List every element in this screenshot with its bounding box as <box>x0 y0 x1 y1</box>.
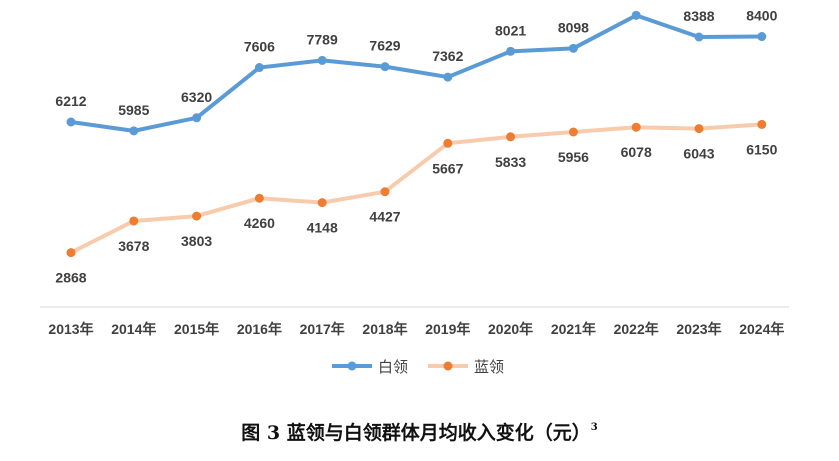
data-point <box>317 198 327 208</box>
data-point <box>506 132 516 142</box>
data-label: 6320 <box>181 89 212 105</box>
data-label: 8098 <box>558 19 589 35</box>
x-tick-label: 2014年 <box>111 321 156 337</box>
data-point <box>317 55 327 65</box>
x-tick-label: 2015年 <box>174 321 219 337</box>
series-line-0 <box>70 13 762 133</box>
x-tick-label: 2023年 <box>676 321 721 337</box>
data-point <box>129 216 139 226</box>
data-label: 7362 <box>432 48 463 64</box>
data-label: 4427 <box>369 209 400 225</box>
data-label: 5985 <box>118 102 149 118</box>
data-label: 5667 <box>432 160 463 176</box>
data-point <box>568 43 578 53</box>
data-point <box>757 32 767 42</box>
data-point <box>254 63 264 73</box>
data-label: 7629 <box>369 38 400 54</box>
data-point <box>506 46 516 56</box>
data-label: 8400 <box>746 8 777 24</box>
legend-swatch-marker <box>443 361 453 371</box>
data-label: 6078 <box>621 144 652 160</box>
data-point <box>631 122 641 132</box>
data-point <box>380 187 390 197</box>
data-point <box>443 138 453 148</box>
x-tick-label: 2017年 <box>300 321 345 337</box>
data-point <box>192 113 202 123</box>
series-line-1 <box>70 122 762 255</box>
data-label: 7606 <box>244 39 275 55</box>
legend-swatch-marker <box>347 361 357 371</box>
data-label: 5956 <box>558 149 589 165</box>
x-tick-label: 2019年 <box>425 321 470 337</box>
data-point <box>380 62 390 72</box>
x-tick-label: 2022年 <box>614 321 659 337</box>
data-label: 7789 <box>307 31 338 47</box>
x-tick-label: 2024年 <box>739 321 784 337</box>
data-label: 6150 <box>746 141 777 157</box>
series-layer <box>66 10 767 258</box>
caption-text: 图 3 蓝领与白领群体月均收入变化（元） <box>241 422 591 444</box>
data-point <box>631 10 641 20</box>
x-tick-label: 2021年 <box>551 321 596 337</box>
data-label: 8942 <box>621 0 652 2</box>
data-point <box>443 72 453 82</box>
data-point <box>129 126 139 136</box>
data-label: 2868 <box>55 270 86 286</box>
data-label: 6212 <box>55 93 86 109</box>
data-point <box>568 127 578 137</box>
x-tick-label: 2018年 <box>362 321 407 337</box>
data-point <box>66 117 76 127</box>
data-label: 3803 <box>181 233 212 249</box>
x-tick-label: 2016年 <box>237 321 282 337</box>
data-point <box>694 124 704 134</box>
caption-footnote-ref: 3 <box>590 421 598 433</box>
data-label: 4148 <box>307 220 338 236</box>
data-point <box>254 193 264 203</box>
data-point <box>192 211 202 221</box>
data-point <box>694 32 704 42</box>
data-label: 6043 <box>683 146 714 162</box>
data-label: 8021 <box>495 22 526 38</box>
line-chart: 6212 5985 6320 7606 7789 7629 7362 8021 8098 8942… <box>40 0 789 376</box>
x-axis-tick-labels: 2013年 2014年 2015年 2016年 2017年 2018年 2019年 2020年… <box>48 321 784 337</box>
legend-label: 蓝领 <box>474 358 504 376</box>
legend-label: 白领 <box>378 358 408 376</box>
data-label: 8388 <box>683 8 714 24</box>
data-label: 5833 <box>495 154 526 170</box>
data-labels: 6212 5985 6320 7606 7789 7629 7362 8021 8098 8942… <box>55 0 777 286</box>
data-point <box>757 119 767 129</box>
figure-caption: 图 3 蓝领与白领群体月均收入变化（元）3 <box>0 418 839 445</box>
data-label: 3678 <box>118 238 149 254</box>
legend: 白领 蓝领 <box>332 358 504 376</box>
x-tick-label: 2020年 <box>488 321 533 337</box>
x-tick-label: 2013年 <box>48 321 93 337</box>
data-label: 4260 <box>244 215 275 231</box>
data-point <box>66 248 76 258</box>
